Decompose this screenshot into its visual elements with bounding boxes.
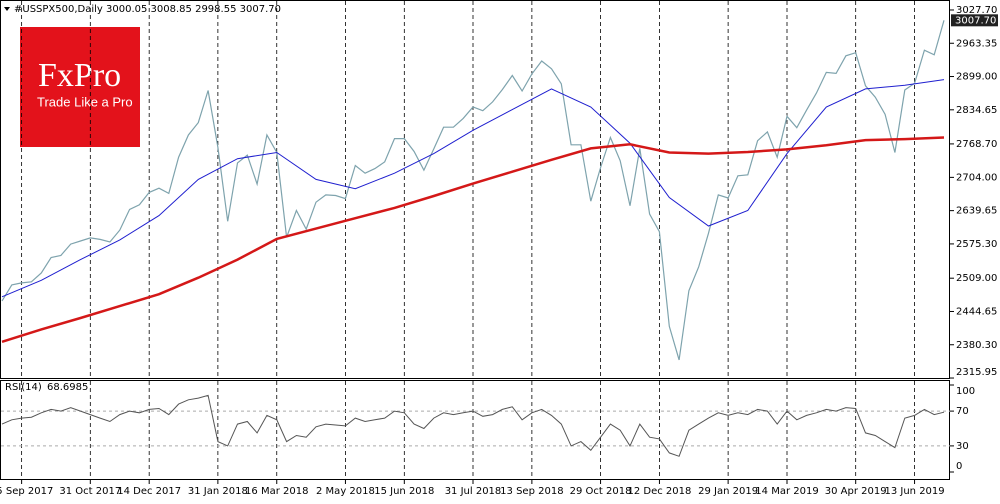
y-tick-label: 2380.30 [956,340,997,351]
y-tick-label: 2444.65 [956,306,997,317]
y-tick-label: 70 [956,406,969,417]
rsi-title: RSI(14) [5,382,42,393]
y-tick-label: 2899.00 [956,72,997,83]
logo-box [20,27,140,147]
y-tick-label: 100 [956,386,975,397]
x-tick-label: 29 Jan 2019 [698,486,758,497]
x-tick-label: 31 Oct 2017 [59,486,121,497]
chart-title: #USSPX500,Daily 3000.05 3008.85 2998.55 … [14,4,281,15]
x-tick-label: 14 Dec 2017 [117,486,181,497]
x-tick-label: 31 Jan 2018 [188,486,248,497]
rsi-panel-frame [0,380,950,480]
y-tick-label: 30 [956,441,969,452]
y-tick-label: 2639.65 [956,206,997,217]
price-panel-frame [0,0,950,379]
y-tick-label: 2509.00 [956,273,997,284]
x-tick-label: 2 May 2018 [316,486,375,497]
series-line [1,20,945,361]
x-tick-label: 15 Jun 2018 [374,486,434,497]
rsi-value: 68.6985 [47,382,88,393]
y-tick-label: 0 [956,461,962,472]
series-line [1,79,945,298]
y-tick-label: 2768.70 [956,139,997,150]
menu-arrow[interactable] [4,7,10,11]
logo-brand: FxPro [38,57,121,94]
series-line [1,394,945,457]
logo: FxPro Trade Like a Pro [20,27,140,147]
x-tick-label: 16 Mar 2018 [245,486,308,497]
y-tick-label: 2575.30 [956,239,997,250]
x-tick-label: 15 Sep 2017 [0,486,53,497]
series-line [1,136,945,343]
y-tick-label: 2704.00 [956,172,997,183]
y-tick-label: 2963.35 [956,38,997,49]
x-tick-label: 14 Mar 2019 [755,486,818,497]
x-tick-label: 29 Oct 2018 [570,486,632,497]
x-tick-label: 31 Jul 2018 [445,486,502,497]
y-tick-label: 3027.70 [956,5,997,16]
y-tick-label: 2834.65 [956,105,997,116]
x-tick-label: 13 Jun 2019 [884,486,944,497]
price-label-box [951,14,998,27]
x-tick-label: 13 Sep 2018 [500,486,563,497]
x-tick-label: 30 Apr 2019 [825,486,887,497]
logo-tagline: Trade Like a Pro [37,94,133,109]
y-tick-label: 2315.95 [956,367,997,378]
price-label: 3007.70 [955,15,996,26]
x-tick-label: 12 Dec 2018 [627,486,691,497]
